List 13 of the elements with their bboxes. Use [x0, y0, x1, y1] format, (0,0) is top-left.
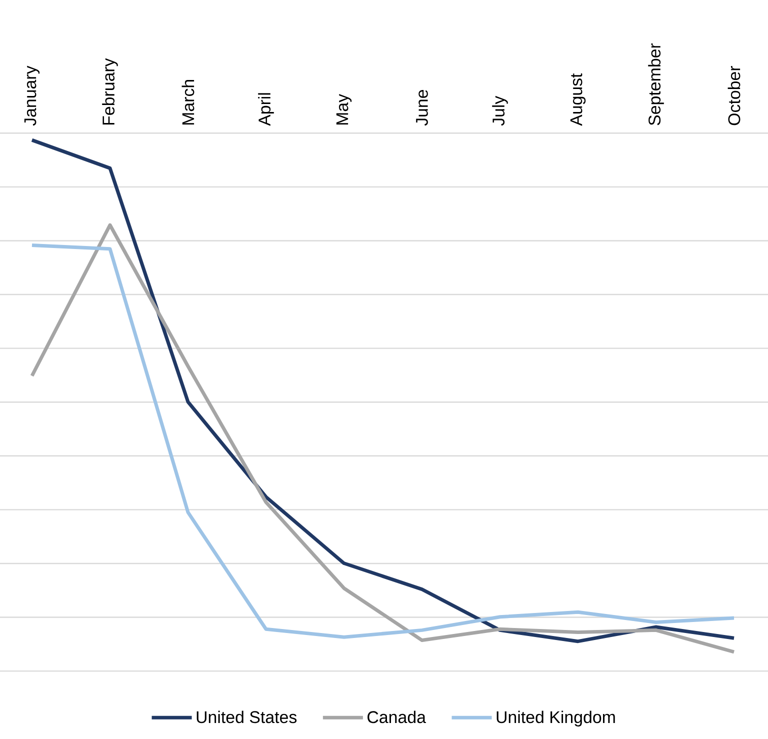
legend-label: United States: [196, 710, 297, 724]
x-tick-label: February: [102, 58, 118, 125]
legend-label: United Kingdom: [496, 710, 615, 726]
x-tick-label: August: [570, 73, 586, 126]
legend-label: Canada: [368, 710, 426, 724]
x-tick-label: September: [648, 43, 664, 126]
x-tick-label: October: [728, 66, 740, 126]
x-tick-label: July: [492, 96, 508, 126]
x-tick-label: May: [336, 94, 352, 125]
x-tick-label: March: [182, 80, 194, 125]
x-tick-label: April: [258, 93, 274, 126]
x-tick-label: January: [24, 66, 40, 126]
x-tick-label: June: [416, 90, 428, 126]
